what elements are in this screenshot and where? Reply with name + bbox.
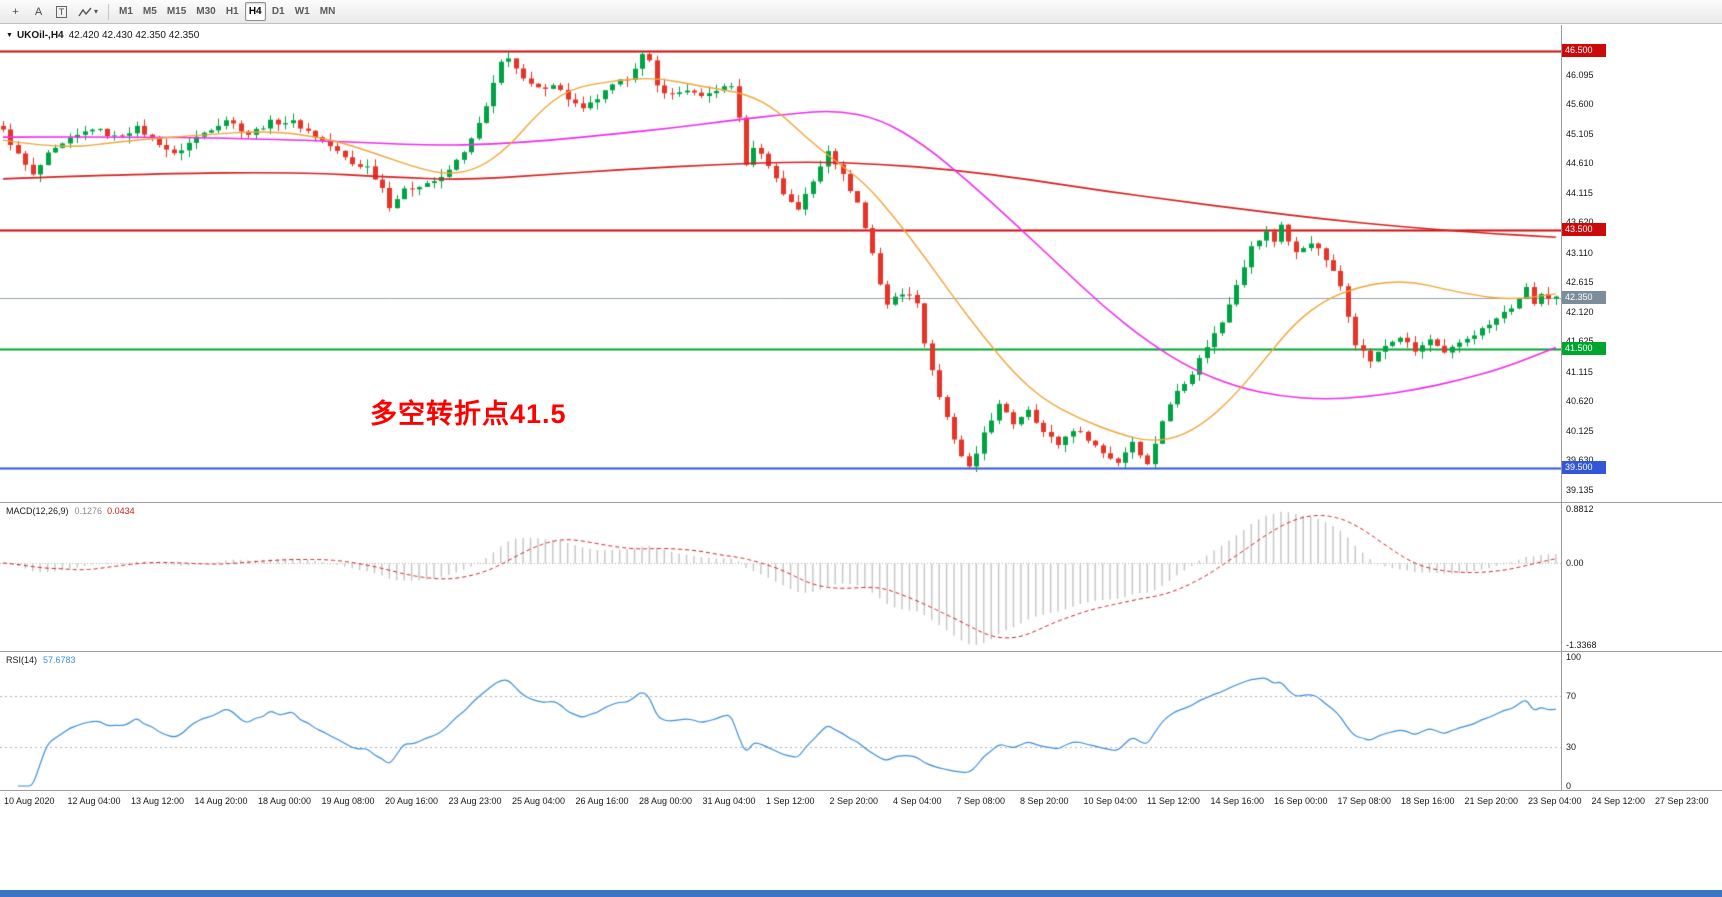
toolbar-separator bbox=[108, 3, 110, 20]
price-tick-label: 44.115 bbox=[1566, 187, 1593, 198]
price-tick-label: 40.125 bbox=[1566, 425, 1594, 436]
macd-axis-label: 0.00 bbox=[1566, 558, 1584, 569]
price-chart-canvas[interactable] bbox=[0, 25, 1561, 502]
time-axis-label: 17 Sep 08:00 bbox=[1337, 796, 1392, 806]
rsi-axis-label: 0 bbox=[1566, 781, 1572, 791]
text-tool-button[interactable]: A bbox=[34, 5, 43, 18]
timeframe-button-h1[interactable]: H1 bbox=[225, 6, 239, 17]
macd-axis-label: 0.8812 bbox=[1566, 504, 1594, 514]
price-tick-label: 46.095 bbox=[1566, 69, 1594, 80]
rsi-value: 57.6783 bbox=[43, 655, 76, 665]
text-label-tool-button[interactable]: T bbox=[51, 2, 72, 21]
timeframe-button-m15[interactable]: M15 bbox=[166, 6, 187, 17]
time-axis-label: 10 Sep 04:00 bbox=[1083, 796, 1138, 806]
time-axis-label: 24 Sep 12:00 bbox=[1591, 796, 1646, 806]
rsi-axis-label: 30 bbox=[1566, 742, 1577, 753]
time-axis-label: 18 Aug 00:00 bbox=[258, 796, 312, 806]
crosshair-tool-button[interactable]: + bbox=[12, 5, 19, 18]
draw-objects-tool-button[interactable]: ▾ bbox=[74, 2, 102, 21]
time-axis-label: 23 Sep 04:00 bbox=[1528, 796, 1582, 806]
time-axis-label: 4 Sep 04:00 bbox=[893, 796, 942, 806]
text-label-tool-icon: T bbox=[55, 5, 68, 18]
timeframe-button-m30[interactable]: M30 bbox=[196, 6, 216, 17]
time-axis-label: 21 Sep 20:00 bbox=[1464, 796, 1519, 806]
chart-annotation-text[interactable]: 多空转折点41.5 bbox=[370, 399, 567, 429]
timeframe-button-h4[interactable]: H4 bbox=[244, 2, 266, 21]
time-axis-separator bbox=[0, 790, 1722, 791]
macd-axis-label: -1.3368 bbox=[1566, 640, 1597, 650]
timeframe-button-w1[interactable]: W1 bbox=[294, 6, 310, 17]
macd-main-value: 0.1276 bbox=[74, 506, 103, 516]
price-level-badge: 41.500 bbox=[1562, 341, 1606, 355]
price-tick-label: 42.120 bbox=[1566, 306, 1594, 317]
draw-objects-tool-icon bbox=[78, 7, 92, 16]
time-axis-label: 8 Sep 20:00 bbox=[1020, 796, 1069, 806]
time-axis-label: 12 Aug 04:00 bbox=[67, 796, 121, 806]
time-axis-label: 20 Aug 16:00 bbox=[385, 796, 439, 806]
macd-panel-canvas[interactable] bbox=[0, 503, 1561, 651]
price-tick-label: 42.615 bbox=[1566, 277, 1594, 288]
window-bottom-strip bbox=[0, 890, 1722, 897]
macd-name: MACD(12,26,9) bbox=[6, 506, 69, 516]
dropdown-caret-icon: ▾ bbox=[94, 7, 99, 16]
time-axis-label: 13 Aug 12:00 bbox=[131, 796, 185, 806]
price-tick-label: 41.115 bbox=[1566, 366, 1593, 377]
rsi-indicator-label: RSI(14) 57.6783 bbox=[6, 655, 76, 665]
price-tick-label: 45.105 bbox=[1566, 128, 1594, 139]
rsi-axis-label: 70 bbox=[1566, 690, 1577, 701]
time-axis-label: 14 Sep 16:00 bbox=[1210, 796, 1265, 806]
panel-splitter-macd[interactable] bbox=[0, 502, 1722, 503]
ohlc-values: 42.420 42.430 42.350 42.350 bbox=[68, 30, 200, 41]
time-axis-label: 27 Sep 23:00 bbox=[1655, 796, 1709, 806]
price-tick-label: 44.610 bbox=[1566, 158, 1594, 169]
timeframe-group: M1 M5 M15 M30 H1 H4 D1 W1 MN bbox=[114, 2, 340, 21]
macd-signal-value: 0.0434 bbox=[107, 506, 135, 516]
price-level-badge: 43.500 bbox=[1562, 222, 1606, 236]
time-axis-label: 28 Aug 00:00 bbox=[639, 796, 693, 806]
symbol-ohlc-header: ▼ UKOil-,H4 42.420 42.430 42.350 42.350 bbox=[6, 30, 199, 41]
chart-window: ▼ UKOil-,H4 42.420 42.430 42.350 42.350 MA… bbox=[0, 25, 1722, 815]
time-axis-label: 25 Aug 04:00 bbox=[512, 796, 566, 806]
price-tick-label: 39.630 bbox=[1566, 454, 1594, 466]
price-tick-label: 39.135 bbox=[1566, 484, 1594, 495]
timeframe-button-mn[interactable]: MN bbox=[319, 6, 336, 17]
time-axis-label: 2 Sep 20:00 bbox=[829, 796, 879, 806]
timeframe-button-m5[interactable]: M5 bbox=[142, 6, 157, 17]
price-tick-label: 43.620 bbox=[1566, 216, 1594, 228]
collapse-chart-icon[interactable]: ▼ bbox=[6, 32, 13, 39]
price-tick-label: 40.620 bbox=[1566, 396, 1594, 407]
time-axis-label: 16 Sep 00:00 bbox=[1274, 796, 1328, 806]
price-axis-border bbox=[1561, 25, 1562, 791]
time-axis-label: 7 Sep 08:00 bbox=[956, 796, 1006, 806]
rsi-name: RSI(14) bbox=[6, 655, 38, 665]
toolbar: + A T ▾ M1 M5 M15 M30 H1 H4 D1 W1 MN bbox=[0, 0, 1722, 24]
timeframe-button-m1[interactable]: M1 bbox=[119, 6, 133, 17]
time-axis-label: 26 Aug 16:00 bbox=[575, 796, 629, 806]
price-level-badge: 46.500 bbox=[1562, 43, 1606, 57]
rsi-panel-canvas[interactable] bbox=[0, 652, 1561, 791]
time-axis-label: 1 Sep 12:00 bbox=[766, 796, 815, 806]
price-tick-label: 45.600 bbox=[1566, 99, 1594, 110]
time-axis-label: 31 Aug 04:00 bbox=[702, 796, 756, 806]
time-axis-label: 23 Aug 23:00 bbox=[448, 796, 502, 806]
rsi-axis-label: 100 bbox=[1566, 652, 1582, 662]
drawing-tools-group: + A T ▾ bbox=[4, 2, 103, 21]
time-axis-label: 14 Aug 20:00 bbox=[194, 796, 248, 806]
macd-indicator-label: MACD(12,26,9) 0.1276 0.0434 bbox=[6, 506, 135, 516]
timeframe-button-d1[interactable]: D1 bbox=[271, 6, 285, 17]
time-axis[interactable]: 10 Aug 2020 12 Aug 04:00 13 Aug 12:00 14 Au… bbox=[0, 791, 1722, 815]
time-axis-label: 11 Sep 12:00 bbox=[1147, 796, 1200, 806]
price-tick-label: 41.625 bbox=[1566, 335, 1594, 347]
price-level-badge: 39.500 bbox=[1562, 461, 1606, 474]
price-level-badge: 42.350 bbox=[1562, 291, 1606, 305]
time-axis-label: 19 Aug 08:00 bbox=[321, 796, 375, 806]
panel-splitter-rsi[interactable] bbox=[0, 651, 1722, 652]
price-tick-label: 43.110 bbox=[1566, 247, 1593, 258]
time-axis-label: 10 Aug 2020 bbox=[4, 796, 55, 806]
symbol-label: UKOil-,H4 bbox=[16, 30, 64, 41]
time-axis-label: 18 Sep 16:00 bbox=[1401, 796, 1455, 806]
